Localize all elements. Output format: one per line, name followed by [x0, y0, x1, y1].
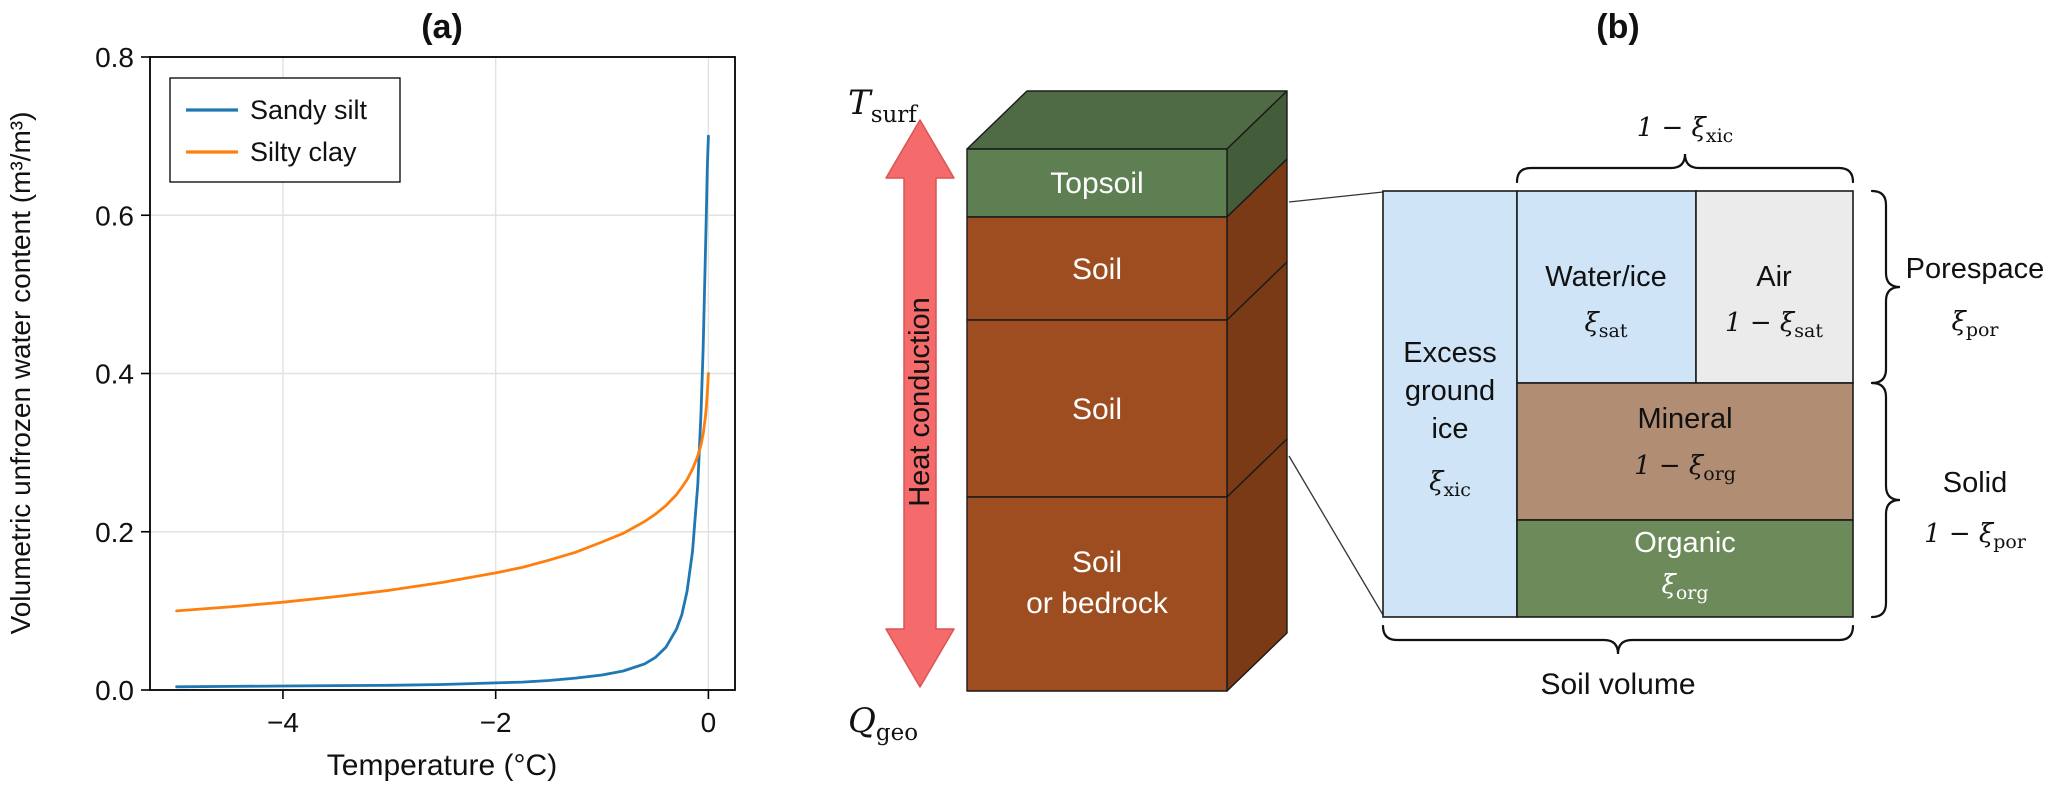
mineral-label: Mineral	[1637, 403, 1732, 435]
y-tick-label: 0.6	[95, 200, 134, 231]
soil-deep-label-line1: Soil	[1072, 546, 1122, 579]
legend-entry-1: Sandy silt	[250, 95, 368, 125]
soil-deep-label-line2: or bedrock	[1026, 587, 1169, 620]
panel-b-title: (b)	[1596, 8, 1639, 46]
soil-upper-label: Soil	[1072, 253, 1122, 286]
mineral-fraction: 1 − ξorg	[1634, 451, 1736, 485]
series-line-0	[175, 134, 710, 689]
x-tick-label: −2	[480, 707, 512, 738]
x-axis-label: Temperature (°C)	[327, 749, 557, 782]
water-ice-fraction: ξsat	[1584, 308, 1627, 342]
heat-conduction-arrow	[885, 119, 955, 688]
bottom-brace	[1381, 624, 1855, 655]
soil-deep-front-face	[966, 496, 1228, 692]
geothermal-flux-label: Qgeo	[848, 701, 918, 746]
x-tick-label: −4	[267, 707, 299, 738]
top-brace	[1515, 153, 1855, 184]
axes-layer: −4 −2 0 0.0 0.2 0.4 0.6 0.8	[95, 42, 736, 738]
porespace-label: Porespace	[1906, 253, 2045, 285]
heat-conduction-label: Heat conduction	[904, 297, 936, 507]
legend: Sandy silt Silty clay	[169, 77, 401, 183]
mineral-block	[1516, 382, 1854, 521]
y-axis-label: Volumetric unfrozen water content (m³/m³…	[5, 112, 36, 635]
organic-label: Organic	[1634, 527, 1736, 559]
panel-a-chart: −4 −2 0 0.0 0.2 0.4 0.6 0.8 (a) Volumetric unfr…	[5, 8, 736, 782]
soil-volume-label: Soil volume	[1540, 668, 1695, 701]
air-block	[1695, 190, 1854, 384]
top-brace-label: 1 − ξxic	[1637, 113, 1734, 147]
air-fraction: 1 − ξsat	[1725, 308, 1823, 342]
surface-temperature-label: Tsurf	[848, 83, 918, 128]
solid-fraction: 1 − ξpor	[1924, 519, 2027, 553]
soil-mid-label: Soil	[1072, 393, 1122, 426]
excess-ground-ice-block	[1382, 190, 1518, 618]
porespace-brace	[1870, 189, 1901, 385]
porespace-fraction: ξpor	[1951, 307, 1999, 341]
series-layer	[175, 134, 710, 689]
y-tick-label: 0.8	[95, 42, 134, 73]
soil-composition-square: Excess ground ice ξxic Water/ice ξsat Ai…	[1382, 190, 1854, 618]
zoom-wedge-line-top	[1288, 191, 1384, 203]
topsoil-label: Topsoil	[1050, 167, 1143, 200]
water-ice-label: Water/ice	[1545, 261, 1666, 293]
y-tick-label: 0.4	[95, 359, 134, 390]
excess-ice-label-line1: Excess	[1403, 337, 1496, 369]
excess-ice-fraction: ξxic	[1429, 467, 1471, 501]
organic-block	[1516, 519, 1854, 618]
solid-brace	[1870, 381, 1901, 619]
soil-column: Topsoil Soil Soil Soil or bedrock	[966, 90, 1288, 692]
zoom-wedge-line-bottom	[1288, 455, 1384, 616]
organic-fraction: ξorg	[1661, 570, 1708, 604]
series-line-1	[175, 372, 710, 613]
water-ice-block	[1516, 190, 1697, 384]
air-label: Air	[1756, 261, 1792, 293]
panel-a-title: (a)	[421, 8, 463, 46]
excess-ice-label-line2: ground	[1405, 375, 1495, 407]
excess-ice-label-line3: ice	[1431, 413, 1468, 445]
legend-box	[169, 77, 401, 183]
x-tick-label: 0	[701, 707, 717, 738]
y-tick-label: 0.0	[95, 675, 134, 706]
legend-entry-2: Silty clay	[250, 137, 357, 167]
y-tick-label: 0.2	[95, 517, 134, 548]
panel-b-diagram: (b) Tsurf Heat conduction Qgeo Topsoil S…	[848, 8, 2045, 746]
solid-label: Solid	[1943, 467, 2008, 499]
